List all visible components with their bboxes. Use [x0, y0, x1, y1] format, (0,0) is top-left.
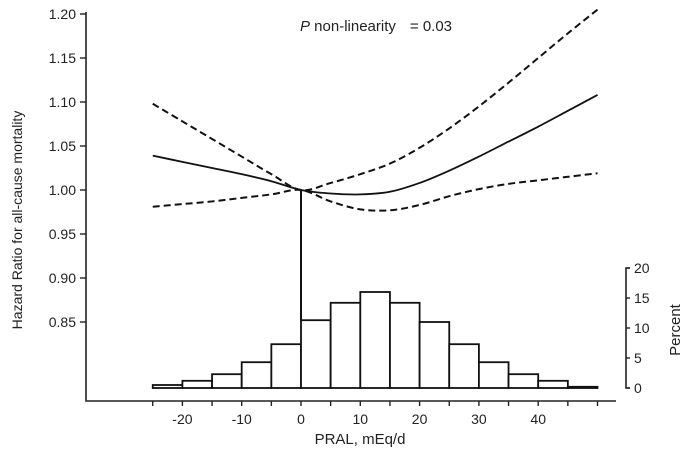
- y-tick-label: 0.90: [49, 270, 76, 286]
- percent-tick-label: 10: [634, 320, 650, 336]
- histogram-bar: [477, 361, 510, 389]
- histogram-bar: [359, 291, 391, 389]
- x-tick-label: 0: [297, 411, 305, 427]
- x-tick-label: -10: [232, 411, 252, 427]
- y-tick-label: 0.85: [49, 314, 76, 330]
- histogram-bar: [211, 373, 243, 389]
- histogram-bar: [300, 319, 332, 389]
- histogram: [151, 291, 599, 389]
- percent-tick-label: 20: [634, 260, 650, 276]
- histogram-bar: [566, 385, 599, 389]
- y-tick-label: 1.20: [49, 6, 76, 22]
- axes: 1.20 1.15 1.10 1.05 1.00 0.95 0.90 0.85 -20 -10 0 1…: [49, 6, 650, 427]
- ci-line: [152, 172, 598, 212]
- y-tick-label: 1.05: [49, 138, 76, 154]
- p-nonlinearity-annotation: P non-linearity = 0.03: [300, 18, 452, 35]
- x-tick-label: -20: [172, 411, 192, 427]
- y-tick-label: 1.00: [49, 182, 76, 198]
- y2-axis-label: Percent: [667, 303, 684, 356]
- percent-tick-label: 5: [634, 350, 642, 366]
- histogram-bar: [329, 301, 362, 389]
- histogram-bar: [448, 343, 480, 389]
- x-tick-label: 20: [412, 411, 428, 427]
- y-axis-label: Hazard Ratio for all-cause mortality: [9, 111, 25, 330]
- percent-tick-label: 0: [634, 380, 642, 396]
- y-tick-label: 1.10: [49, 94, 76, 110]
- x-tick-label: 10: [353, 411, 369, 427]
- histogram-bar: [418, 321, 451, 389]
- histogram-bar: [181, 379, 213, 389]
- hazard-ratio-line: [152, 94, 598, 196]
- histogram-bar: [507, 373, 540, 389]
- y-tick-label: 1.15: [49, 50, 76, 66]
- histogram-bar: [389, 301, 421, 389]
- percent-tick-label: 15: [634, 290, 650, 306]
- histogram-bar: [151, 384, 184, 389]
- y-tick-label: 0.95: [49, 226, 76, 242]
- x-axis-label: PRAL, mEq/d: [315, 431, 406, 448]
- ci-line: [152, 8, 599, 192]
- x-tick-label: 40: [530, 411, 546, 427]
- curves: [152, 8, 599, 321]
- histogram-bar: [270, 343, 302, 389]
- x-tick-label: 30: [471, 411, 487, 427]
- axis-frame: [85, 12, 616, 402]
- histogram-bar: [537, 379, 569, 389]
- histogram-bar: [240, 361, 273, 389]
